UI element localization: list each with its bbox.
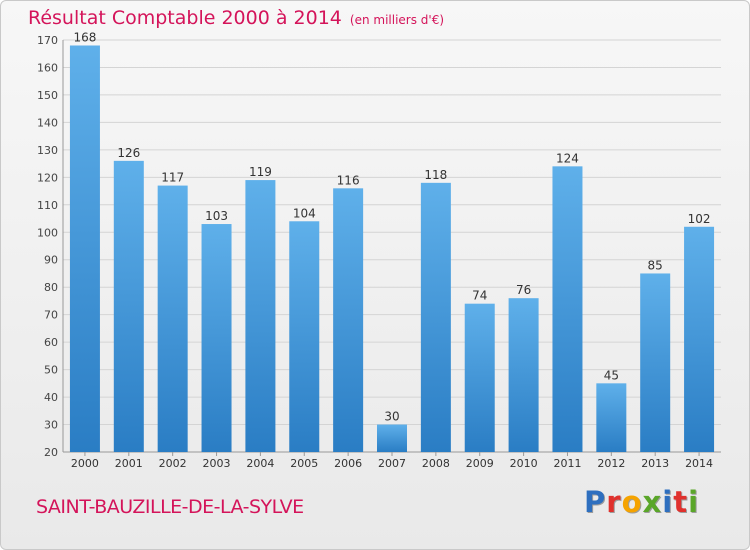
x-tick-label: 2001 bbox=[115, 457, 143, 470]
logo-letter: i bbox=[688, 485, 700, 519]
value-label: 85 bbox=[648, 258, 663, 272]
x-tick-label: 2003 bbox=[203, 457, 231, 470]
bar-2003 bbox=[201, 224, 232, 452]
y-tick-label: 170 bbox=[37, 34, 58, 47]
x-tick-label: 2002 bbox=[159, 457, 187, 470]
y-tick-label: 60 bbox=[44, 336, 58, 349]
bar-2004 bbox=[245, 180, 276, 452]
value-label: 74 bbox=[472, 289, 487, 303]
bar-2009 bbox=[464, 303, 495, 452]
value-label: 168 bbox=[73, 30, 96, 44]
y-tick-label: 140 bbox=[37, 116, 58, 129]
value-label: 126 bbox=[117, 146, 140, 160]
logo-letter: t bbox=[673, 485, 689, 519]
bar-2012 bbox=[596, 383, 627, 452]
commune-name: SAINT-BAUZILLE-DE-LA-SYLVE bbox=[36, 496, 304, 518]
y-tick-label: 100 bbox=[37, 226, 58, 239]
y-tick-label: 110 bbox=[37, 199, 58, 212]
y-tick-label: 120 bbox=[37, 171, 58, 184]
logo-letter: x bbox=[642, 485, 663, 519]
bar-2000 bbox=[69, 45, 100, 452]
value-label: 119 bbox=[249, 165, 272, 179]
value-label: 76 bbox=[516, 283, 531, 297]
bar-2010 bbox=[508, 298, 539, 452]
y-tick-label: 150 bbox=[37, 89, 58, 102]
value-label: 102 bbox=[688, 212, 711, 226]
x-tick-label: 2008 bbox=[422, 457, 450, 470]
y-tick-label: 90 bbox=[44, 254, 58, 267]
x-tick-label: 2010 bbox=[510, 457, 538, 470]
logo-letter: r bbox=[606, 485, 622, 519]
bar-2008 bbox=[420, 182, 451, 452]
x-tick-label: 2014 bbox=[685, 457, 713, 470]
chart-title-text: Résultat Comptable 2000 à 2014 bbox=[28, 7, 342, 29]
y-tick-label: 50 bbox=[44, 364, 58, 377]
bar-2011 bbox=[552, 166, 583, 452]
y-tick-label: 160 bbox=[37, 61, 58, 74]
y-tick-label: 130 bbox=[37, 144, 58, 157]
value-label: 117 bbox=[161, 171, 184, 185]
bar-2005 bbox=[289, 221, 320, 452]
y-tick-label: 40 bbox=[44, 391, 58, 404]
value-label: 103 bbox=[205, 209, 228, 223]
x-axis: 2000 2001 2002 2003 2004 2005 2006 2007 2008 2009… bbox=[71, 452, 713, 470]
value-label: 45 bbox=[604, 368, 619, 382]
value-labels: 168 126 117 103 119 104 116 30 118 74 76 124 45 85 102 bbox=[73, 30, 710, 423]
value-label: 118 bbox=[424, 168, 447, 182]
logo-letter: i bbox=[662, 485, 674, 519]
x-tick-label: 2000 bbox=[71, 457, 99, 470]
bar-2014 bbox=[684, 226, 715, 452]
bar-2006 bbox=[333, 188, 364, 452]
y-tick-label: 20 bbox=[44, 446, 58, 459]
value-label: 116 bbox=[337, 173, 360, 187]
chart-subtitle: (en milliers d'€) bbox=[349, 13, 445, 27]
x-tick-label: 2005 bbox=[290, 457, 318, 470]
y-tick-label: 30 bbox=[44, 419, 58, 432]
chart-title: Résultat Comptable 2000 à 2014 (en millie… bbox=[28, 7, 444, 29]
value-label: 30 bbox=[384, 410, 399, 424]
x-tick-label: 2012 bbox=[597, 457, 625, 470]
x-tick-label: 2004 bbox=[246, 457, 274, 470]
y-tick-label: 80 bbox=[44, 281, 58, 294]
bar-2013 bbox=[640, 273, 671, 452]
bars bbox=[69, 45, 715, 452]
value-label: 104 bbox=[293, 206, 316, 220]
x-tick-label: 2013 bbox=[641, 457, 669, 470]
x-tick-label: 2006 bbox=[334, 457, 362, 470]
logo-letter: P bbox=[584, 485, 607, 519]
proxiti-logo: Proxiti bbox=[584, 485, 699, 519]
x-tick-label: 2007 bbox=[378, 457, 406, 470]
bar-2001 bbox=[113, 160, 144, 452]
value-label: 124 bbox=[556, 151, 579, 165]
logo-letter: o bbox=[621, 485, 643, 519]
x-tick-label: 2009 bbox=[466, 457, 494, 470]
x-tick-label: 2011 bbox=[553, 457, 581, 470]
y-tick-label: 70 bbox=[44, 309, 58, 322]
bar-2007 bbox=[377, 424, 407, 452]
bar-2002 bbox=[157, 185, 188, 452]
